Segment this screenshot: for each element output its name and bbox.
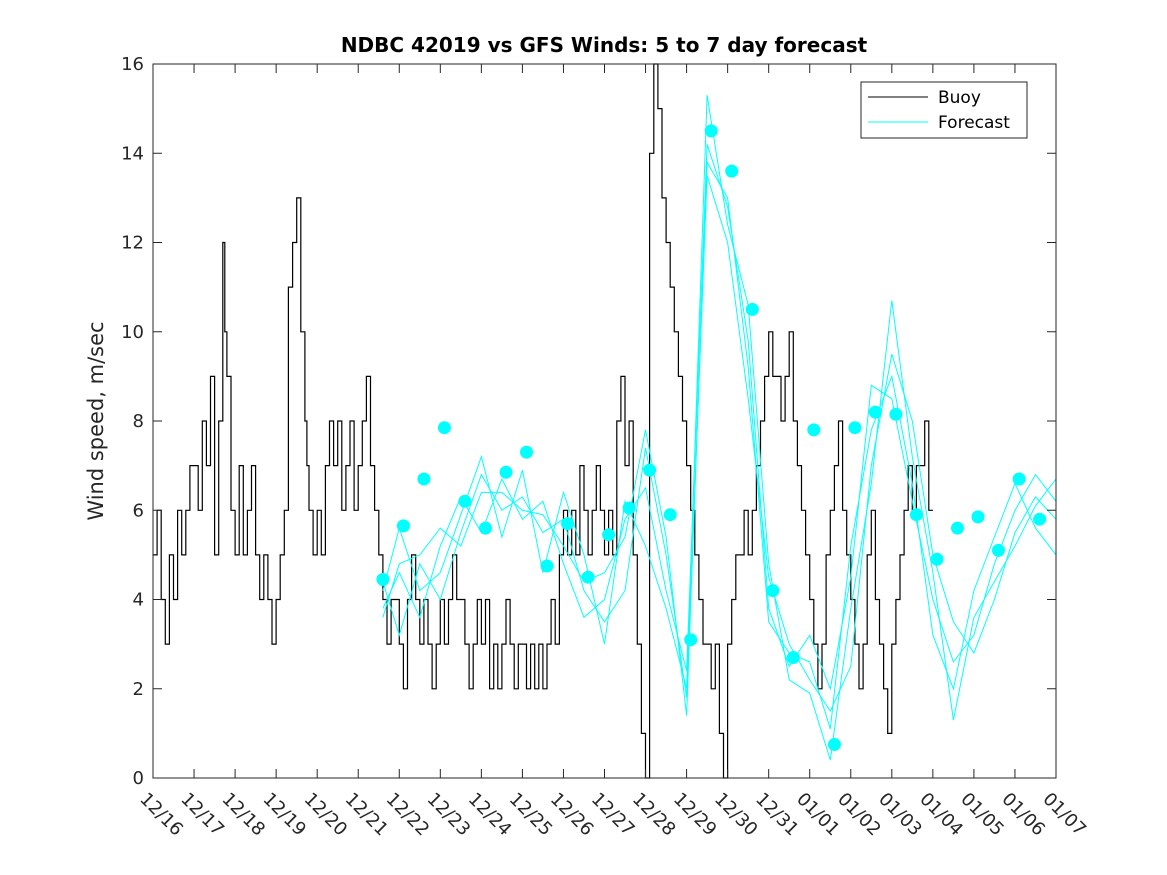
y-tick-label: 12	[121, 233, 144, 254]
plot-area	[153, 64, 1056, 778]
forecast-marker	[971, 510, 985, 524]
y-tick-label: 2	[133, 679, 144, 700]
y-tick-label: 14	[121, 143, 144, 164]
forecast-marker	[1033, 512, 1047, 526]
forecast-marker	[725, 164, 739, 178]
forecast-marker	[868, 405, 882, 419]
y-tick-label: 0	[133, 768, 144, 789]
forecast-marker	[396, 519, 410, 533]
buoy-line	[153, 63, 933, 779]
forecast-marker	[1012, 472, 1026, 486]
forecast-marker	[479, 521, 492, 535]
forecast-marker	[807, 423, 821, 437]
forecast-marker	[458, 494, 472, 508]
legend: Buoy Forecast	[860, 81, 1028, 139]
y-tick-label: 16	[121, 54, 144, 75]
y-tick-label: 6	[133, 500, 144, 521]
forecast-line-4	[382, 160, 1057, 730]
forecast-marker	[437, 421, 451, 435]
buoy-series	[153, 63, 933, 779]
forecast-marker	[992, 543, 1005, 557]
forecast-marker	[622, 501, 636, 515]
legend-box	[860, 81, 1028, 139]
forecast-marker	[909, 508, 923, 522]
forecast-marker	[376, 572, 390, 586]
forecast-marker	[766, 584, 780, 598]
forecast-marker	[745, 302, 759, 316]
forecast-marker	[827, 738, 841, 751]
forecast-marker	[704, 124, 718, 138]
forecast-marker	[930, 552, 944, 566]
forecast-marker	[602, 528, 616, 542]
forecast-marker	[889, 407, 903, 421]
forecast-marker	[581, 570, 595, 584]
forecast-marker	[417, 472, 431, 486]
forecast-marker	[663, 508, 677, 522]
forecast-line-3	[382, 95, 1057, 761]
y-tick-label: 4	[133, 590, 144, 611]
forecast-series	[382, 95, 1057, 761]
legend-buoy-label: Buoy	[938, 88, 981, 108]
forecast-marker	[520, 445, 533, 459]
forecast-marker	[951, 521, 964, 535]
forecast-marker	[643, 463, 657, 477]
forecast-marker	[540, 559, 554, 573]
legend-forecast-label: Forecast	[938, 113, 1010, 133]
y-tick-label: 10	[121, 322, 144, 343]
y-axis-title: Wind speed, m/sec	[84, 321, 108, 520]
forecast-marker	[786, 651, 800, 664]
forecast-marker	[561, 517, 575, 531]
forecast-markers	[376, 124, 1047, 751]
forecast-marker	[499, 465, 513, 479]
forecast-marker	[848, 421, 862, 435]
forecast-line-2	[382, 144, 1057, 691]
chart-title: NDBC 42019 vs GFS Winds: 5 to 7 day fore…	[341, 33, 868, 57]
forecast-marker	[684, 633, 698, 647]
y-tick-label: 8	[133, 411, 144, 432]
